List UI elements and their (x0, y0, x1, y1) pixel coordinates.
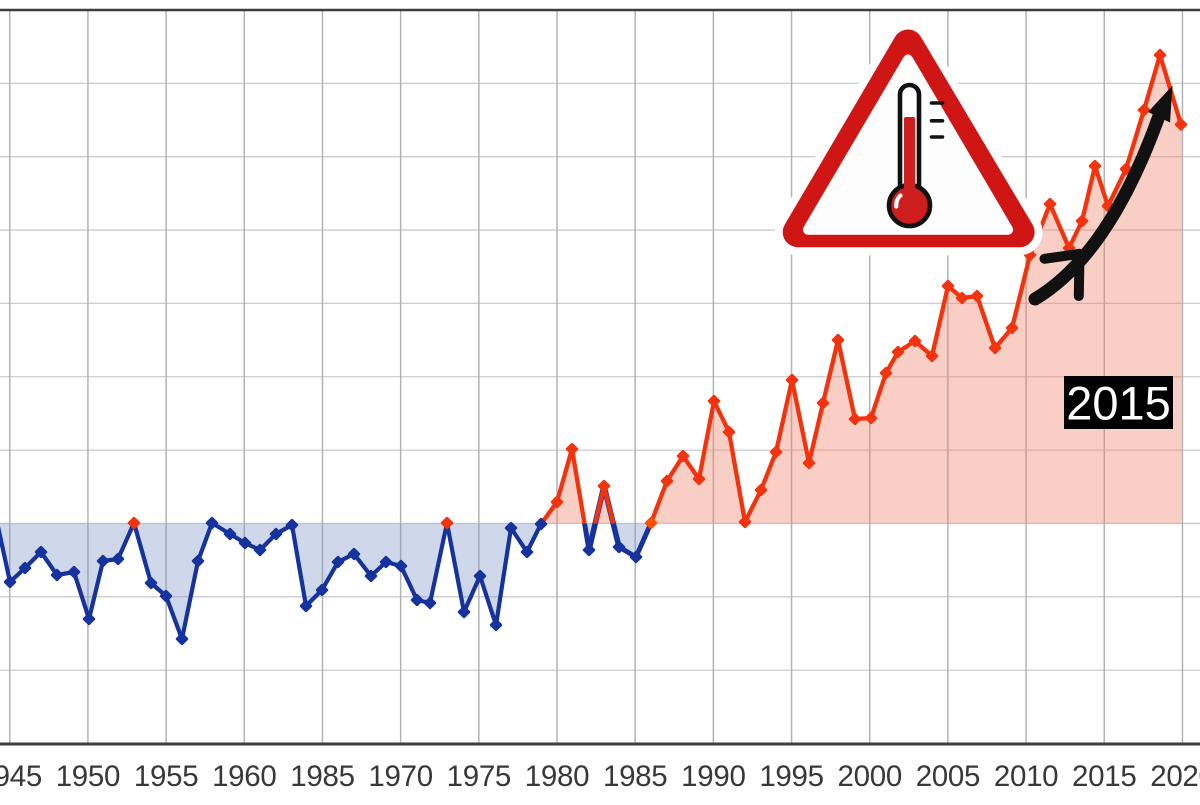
svg-text:1985: 1985 (290, 760, 354, 793)
svg-text:1955: 1955 (134, 760, 198, 793)
svg-text:2000: 2000 (838, 760, 902, 793)
svg-text:2015: 2015 (1066, 377, 1171, 430)
svg-text:1945: 1945 (0, 760, 42, 793)
svg-text:1960: 1960 (212, 760, 276, 793)
svg-text:1970: 1970 (368, 760, 432, 793)
svg-text:2005: 2005 (916, 760, 980, 793)
svg-text:2015: 2015 (1072, 760, 1136, 793)
svg-text:1980: 1980 (525, 760, 589, 793)
svg-text:1950: 1950 (56, 760, 120, 793)
svg-text:1995: 1995 (759, 760, 823, 793)
svg-text:2010: 2010 (994, 760, 1058, 793)
svg-text:2020: 2020 (1150, 760, 1200, 793)
svg-text:1975: 1975 (447, 760, 511, 793)
svg-text:1985: 1985 (603, 760, 667, 793)
svg-text:1990: 1990 (681, 760, 745, 793)
